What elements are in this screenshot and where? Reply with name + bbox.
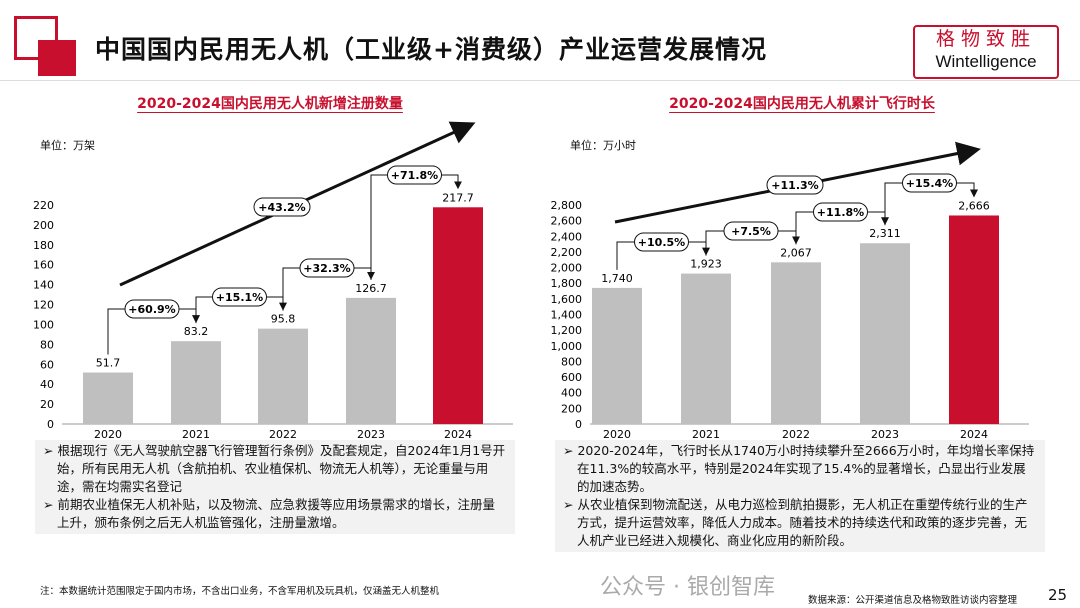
logo-en: Wintelligence: [935, 52, 1037, 71]
cagr-label: +43.2%: [258, 201, 305, 214]
y-tick-label: 20: [40, 398, 54, 411]
source-note: 数据来源：公开渠道信息及格物致胜访谈内容整理: [808, 595, 1018, 606]
header-divider: [0, 80, 1080, 81]
logo-cn: 格物致胜: [935, 28, 1036, 50]
bar-value-label: 2,311: [869, 227, 901, 240]
growth-bubble: [634, 232, 689, 252]
right-notes-box: ➢ 2020-2024年，飞行时长从1740万小时持续攀升至2666万小时，年均…: [555, 440, 1045, 552]
y-tick-label: 60: [40, 358, 54, 371]
growth-bubble: [387, 165, 442, 185]
charts-svg: 0 20 40 60 80 100 120 140 160 180 200 220 51.7 2020 83…: [33, 121, 1029, 440]
y-tick-label: 1,000: [551, 340, 583, 353]
x-tick-label: 2022: [782, 428, 810, 440]
y-tick-label: 180: [33, 239, 54, 252]
right-chart-title: 2020-2024国内民用无人机累计飞行时长: [669, 96, 935, 112]
bar-value-label: 2,067: [780, 246, 812, 259]
bar-2022: [771, 262, 821, 424]
x-tick-label: 2020: [94, 428, 122, 440]
bar-value-label: 51.7: [96, 357, 121, 370]
growth-bubble: [813, 202, 868, 222]
bar-2023: [346, 297, 396, 424]
watermark-text: 公众号 · 银创智库: [600, 575, 775, 600]
bar-value-label: 1,923: [690, 258, 722, 271]
y-tick-label: 1,800: [551, 277, 583, 290]
y-tick-label: 2,400: [551, 230, 583, 243]
bar-2021: [681, 273, 731, 424]
left-chart-title: 2020-2024国内民用无人机新增注册数量: [137, 96, 403, 112]
left-unit-label: 单位：万架: [40, 139, 95, 152]
logo-square-outline: [14, 16, 58, 60]
x-tick-label: 2022: [269, 428, 297, 440]
x-tick-label: 2024: [444, 428, 472, 440]
bar-2020: [592, 287, 642, 424]
growth-bubble: [902, 173, 957, 193]
y-tick-label: 40: [40, 378, 54, 391]
y-tick-label: 800: [561, 355, 582, 368]
growth-bubble: [723, 221, 779, 241]
growth-label: +71.8%: [391, 169, 438, 182]
y-tick-label: 1,200: [551, 324, 583, 337]
bar-2024: [949, 215, 999, 424]
bar-value-label: 217.7: [442, 191, 474, 204]
bar-value-label: 95.8: [271, 313, 296, 326]
y-tick-label: 2,200: [551, 246, 583, 259]
bar-2023: [860, 243, 910, 424]
y-tick-label: 2,600: [551, 215, 583, 228]
left-notes-box: ➢ 根据现行《无人驾驶航空器飞行管理暂行条例》及配套规定，自2024年1月1号开…: [35, 440, 515, 534]
cagr-label: +11.3%: [771, 179, 818, 192]
y-tick-label: 2,000: [551, 262, 583, 275]
bar-2024: [433, 207, 483, 424]
y-tick-label: 0: [47, 418, 54, 431]
growth-label: +11.8%: [817, 206, 864, 219]
right-note-1: ➢ 2020-2024年，飞行时长从1740万小时持续攀升至2666万小时，年均…: [563, 443, 1035, 494]
y-tick-label: 80: [40, 338, 54, 351]
logo-square-filled: [38, 40, 76, 76]
growth-bubble: [299, 258, 355, 278]
y-tick-label: 160: [33, 259, 54, 272]
x-tick-label: 2021: [692, 428, 720, 440]
y-tick-label: 200: [33, 219, 54, 232]
x-tick-label: 2023: [357, 428, 385, 440]
page-title: 中国国内民用无人机（工业级+消费级）产业运营发展情况: [95, 35, 767, 64]
growth-label: +7.5%: [731, 225, 771, 238]
y-tick-label: 120: [33, 299, 54, 312]
bar-value-label: 126.7: [355, 282, 387, 295]
y-tick-label: 1,600: [551, 293, 583, 306]
y-tick-label: 0: [575, 418, 582, 431]
brand-logo: 格物致胜 Wintelligence: [913, 25, 1059, 79]
x-tick-label: 2024: [960, 428, 988, 440]
y-tick-label: 1,400: [551, 309, 583, 322]
growth-bubble: [124, 299, 180, 319]
x-tick-label: 2023: [871, 428, 899, 440]
growth-label: +10.5%: [638, 236, 685, 249]
cagr-bubble: [766, 175, 824, 195]
page-number: 25: [1048, 586, 1068, 604]
y-tick-label: 200: [561, 402, 582, 415]
growth-label: +32.3%: [303, 262, 350, 275]
y-tick-label: 400: [561, 387, 582, 400]
y-tick-label: 600: [561, 371, 582, 384]
growth-label: +15.4%: [906, 177, 953, 190]
bar-value-label: 1,740: [601, 272, 633, 285]
bar-value-label: 83.2: [184, 325, 209, 338]
y-tick-label: 140: [33, 279, 54, 292]
footnote: 注：本数据统计范围限定于国内市场，不含出口业务，不含军用机及玩具机，仅涵盖无人机…: [40, 586, 440, 597]
left-note-1: ➢ 根据现行《无人驾驶航空器飞行管理暂行条例》及配套规定，自2024年1月1号开…: [43, 443, 506, 494]
right-note-2: ➢ 从农业植保到物流配送，从电力巡检到航拍摄影，无人机正在重塑传统行业的生产方式…: [563, 497, 1028, 548]
left-note-2: ➢ 前期农业植保无人机补贴，以及物流、应急救援等应用场景需求的增长，注册量上升，…: [43, 497, 495, 530]
x-tick-label: 2021: [182, 428, 210, 440]
cagr-bubble: [253, 197, 311, 217]
bar-2022: [258, 328, 308, 424]
bar-value-label: 2,666: [958, 199, 990, 212]
y-tick-label: 220: [33, 199, 54, 212]
x-tick-label: 2020: [603, 428, 631, 440]
growth-label: +15.1%: [216, 291, 263, 304]
growth-bubble: [212, 287, 267, 307]
y-tick-label: 100: [33, 318, 54, 331]
growth-label: +60.9%: [128, 303, 175, 316]
right-unit-label: 单位：万小时: [570, 139, 636, 152]
y-tick-label: 2,800: [551, 199, 583, 212]
bar-2021: [171, 341, 221, 424]
bar-2020: [83, 372, 133, 424]
